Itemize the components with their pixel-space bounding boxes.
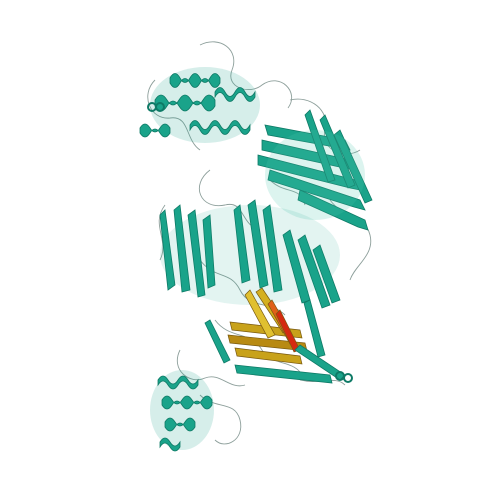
domain-lower-mixed — [204, 299, 353, 384]
loop-traces — [147, 41, 372, 445]
highlight-chain — [227, 287, 308, 365]
domain-upper-right-sheets — [257, 109, 373, 231]
domain-top-helical — [139, 67, 260, 143]
domain-bottom-left-helical — [150, 370, 214, 452]
domain-middle-sheets — [159, 199, 341, 309]
